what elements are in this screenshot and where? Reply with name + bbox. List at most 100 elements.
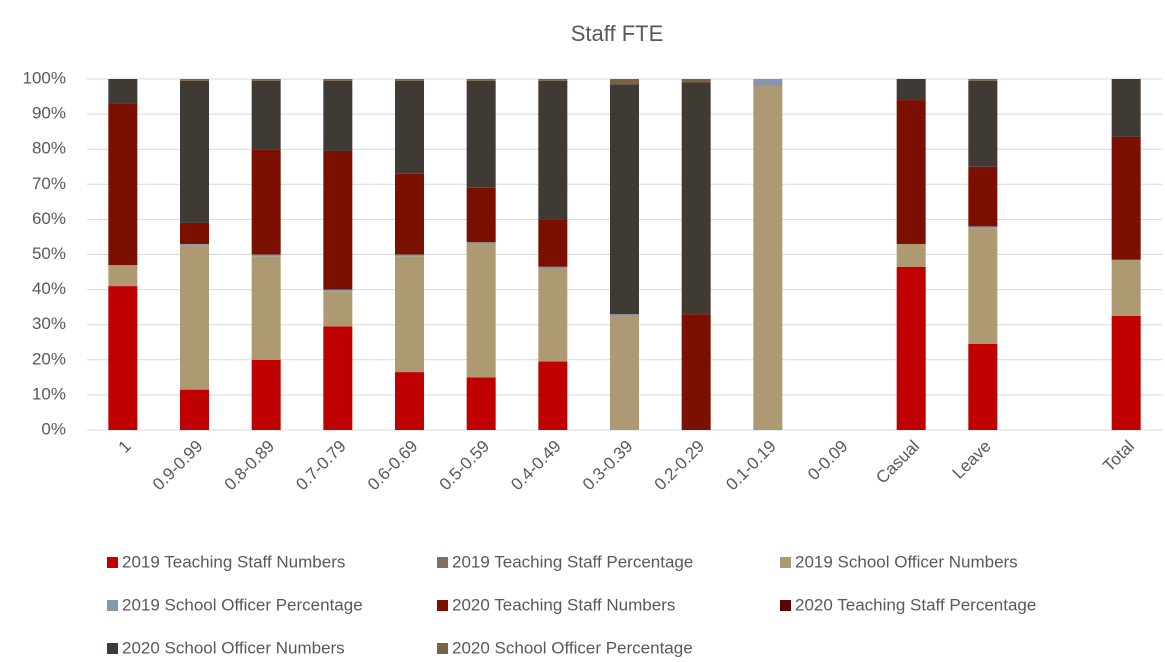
bar-segment xyxy=(968,166,998,227)
legend-label: 2020 School Officer Numbers xyxy=(122,638,345,657)
bar-segment xyxy=(251,256,281,360)
legend-label: 2020 Teaching Staff Numbers xyxy=(452,595,675,614)
x-tick-label: 0.2-0.29 xyxy=(651,437,709,495)
bar-segment xyxy=(968,79,998,81)
bar-segment xyxy=(251,80,281,150)
legend-swatch xyxy=(107,643,118,654)
bar-segment xyxy=(681,79,711,83)
bar-segment xyxy=(538,79,568,81)
x-tick-label: Total xyxy=(1099,437,1138,476)
bar-segment xyxy=(610,84,639,315)
bar-segment xyxy=(538,361,568,430)
bar-segment xyxy=(395,79,424,81)
bar-segment xyxy=(395,80,424,174)
x-tick-label: Casual xyxy=(872,437,923,488)
x-tick-label: 0.9-0.99 xyxy=(149,437,207,495)
bar-segment xyxy=(753,86,783,431)
legend-swatch xyxy=(780,557,791,568)
bar-segment xyxy=(896,79,926,101)
y-tick-label: 60% xyxy=(32,209,66,228)
bar-segment xyxy=(610,79,639,85)
legend-label: 2019 School Officer Percentage xyxy=(122,595,363,614)
bar-segment xyxy=(180,80,209,223)
y-tick-label: 80% xyxy=(32,139,66,158)
bar-segment xyxy=(180,245,209,390)
legend-swatch xyxy=(107,557,118,568)
legend-label: 2019 Teaching Staff Numbers xyxy=(122,552,345,571)
x-tick-label: 1 xyxy=(115,437,135,457)
bar-segment xyxy=(251,254,281,257)
y-tick-label: 100% xyxy=(23,68,66,87)
y-tick-label: 70% xyxy=(32,174,66,193)
bar-segment xyxy=(610,315,639,430)
bar-segment xyxy=(466,79,496,81)
bar-segment xyxy=(323,289,353,292)
legend-label: 2020 School Officer Percentage xyxy=(452,638,693,657)
bar-segment xyxy=(466,242,496,244)
bar-segment xyxy=(395,372,424,430)
bar-segment xyxy=(323,80,353,151)
bar-segment xyxy=(968,228,998,345)
y-tick-label: 50% xyxy=(32,244,66,263)
legend-swatch xyxy=(780,600,791,611)
x-tick-label: 0-0.09 xyxy=(804,437,852,485)
bar-segment xyxy=(323,326,353,430)
bar-segment xyxy=(538,80,568,220)
bar-segment xyxy=(108,103,138,266)
bar-segment xyxy=(180,222,209,244)
chart-title: Staff FTE xyxy=(571,21,664,46)
bar-segment xyxy=(108,79,138,104)
x-tick-label: 0.1-0.19 xyxy=(722,437,780,495)
bar-segment xyxy=(538,266,568,269)
y-tick-label: 10% xyxy=(32,384,66,403)
x-tick-label: 0.6-0.69 xyxy=(364,437,422,495)
bar-segment xyxy=(108,286,138,430)
bar-segment xyxy=(681,82,711,315)
bar-segment xyxy=(1111,259,1141,316)
bar-segment xyxy=(180,243,209,246)
y-tick-label: 30% xyxy=(32,314,66,333)
bar-segment xyxy=(395,254,424,257)
bar-segment xyxy=(968,80,998,167)
bar-segment xyxy=(1111,315,1141,430)
legend-swatch xyxy=(107,600,118,611)
legend-swatch xyxy=(437,557,448,568)
bar-segment xyxy=(466,243,496,378)
bar-segment xyxy=(395,256,424,373)
legend-label: 2020 Teaching Staff Percentage xyxy=(795,595,1036,614)
legend-label: 2019 Teaching Staff Percentage xyxy=(452,552,693,571)
y-tick-label: 20% xyxy=(32,349,66,368)
bar-segment xyxy=(1111,79,1141,137)
bar-segment xyxy=(610,314,639,316)
x-tick-label: 0.3-0.39 xyxy=(579,437,637,495)
y-tick-label: 0% xyxy=(41,419,66,438)
legend-swatch xyxy=(437,600,448,611)
x-tick-label: 0.8-0.89 xyxy=(221,437,279,495)
bar-segment xyxy=(896,243,926,267)
bar-segment xyxy=(251,79,281,81)
bar-segment xyxy=(323,150,353,290)
bar-segment xyxy=(180,79,209,81)
bar-segment xyxy=(968,226,998,229)
bar-segment xyxy=(466,80,496,188)
bar-segment xyxy=(466,187,496,243)
legend-swatch xyxy=(437,643,448,654)
bar-segment xyxy=(1111,136,1141,260)
x-tick-label: Leave xyxy=(949,437,995,483)
bar-segment xyxy=(323,79,353,81)
y-tick-label: 40% xyxy=(32,279,66,298)
bar-segment xyxy=(968,344,998,430)
y-tick-label: 90% xyxy=(32,104,66,123)
bar-segment xyxy=(538,268,568,362)
x-tick-label: 0.4-0.49 xyxy=(507,437,565,495)
bar-segment xyxy=(251,149,281,255)
x-tick-label: 0.5-0.59 xyxy=(436,437,494,495)
bar-segment xyxy=(466,377,496,430)
bar-segment xyxy=(395,173,424,255)
legend-label: 2019 School Officer Numbers xyxy=(795,552,1018,571)
x-tick-label: 0.7-0.79 xyxy=(292,437,350,495)
bar-segment xyxy=(896,266,926,430)
bar-segment xyxy=(251,359,281,430)
bar-segment xyxy=(538,219,568,267)
